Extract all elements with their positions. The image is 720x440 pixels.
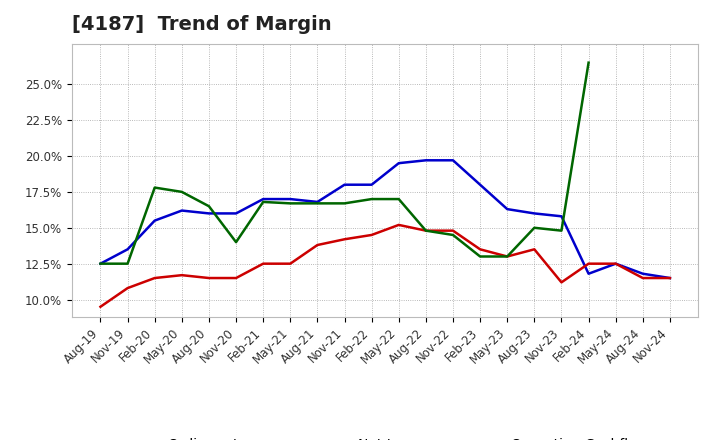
Operating Cashflow [476, 254, 485, 259]
Net Income [449, 228, 457, 233]
Ordinary Income [639, 271, 647, 276]
Ordinary Income [96, 261, 105, 266]
Ordinary Income [178, 208, 186, 213]
Ordinary Income [449, 158, 457, 163]
Line: Operating Cashflow: Operating Cashflow [101, 62, 588, 264]
Net Income [476, 247, 485, 252]
Net Income [530, 247, 539, 252]
Operating Cashflow [123, 261, 132, 266]
Net Income [367, 232, 376, 238]
Net Income [204, 275, 213, 281]
Operating Cashflow [341, 201, 349, 206]
Net Income [639, 275, 647, 281]
Operating Cashflow [178, 189, 186, 194]
Ordinary Income [476, 182, 485, 187]
Operating Cashflow [313, 201, 322, 206]
Operating Cashflow [367, 196, 376, 202]
Operating Cashflow [286, 201, 294, 206]
Ordinary Income [557, 214, 566, 219]
Ordinary Income [367, 182, 376, 187]
Operating Cashflow [557, 228, 566, 233]
Ordinary Income [313, 199, 322, 205]
Ordinary Income [259, 196, 268, 202]
Operating Cashflow [530, 225, 539, 231]
Ordinary Income [395, 161, 403, 166]
Net Income [313, 242, 322, 248]
Net Income [503, 254, 511, 259]
Ordinary Income [584, 271, 593, 276]
Line: Net Income: Net Income [101, 225, 670, 307]
Operating Cashflow [232, 239, 240, 245]
Net Income [259, 261, 268, 266]
Ordinary Income [150, 218, 159, 223]
Ordinary Income [204, 211, 213, 216]
Net Income [341, 237, 349, 242]
Operating Cashflow [204, 204, 213, 209]
Net Income [232, 275, 240, 281]
Ordinary Income [421, 158, 430, 163]
Net Income [557, 280, 566, 285]
Operating Cashflow [259, 199, 268, 205]
Ordinary Income [286, 196, 294, 202]
Operating Cashflow [503, 254, 511, 259]
Net Income [584, 261, 593, 266]
Ordinary Income [530, 211, 539, 216]
Net Income [178, 272, 186, 278]
Line: Ordinary Income: Ordinary Income [101, 160, 670, 278]
Operating Cashflow [150, 185, 159, 190]
Net Income [286, 261, 294, 266]
Text: [4187]  Trend of Margin: [4187] Trend of Margin [72, 15, 332, 34]
Operating Cashflow [449, 232, 457, 238]
Ordinary Income [341, 182, 349, 187]
Operating Cashflow [421, 228, 430, 233]
Net Income [665, 275, 674, 281]
Legend: Ordinary Income, Net Income, Operating Cashflow: Ordinary Income, Net Income, Operating C… [122, 438, 648, 440]
Net Income [96, 304, 105, 309]
Ordinary Income [611, 261, 620, 266]
Net Income [395, 222, 403, 227]
Net Income [611, 261, 620, 266]
Ordinary Income [232, 211, 240, 216]
Operating Cashflow [395, 196, 403, 202]
Net Income [150, 275, 159, 281]
Net Income [123, 286, 132, 291]
Ordinary Income [123, 247, 132, 252]
Ordinary Income [665, 275, 674, 281]
Ordinary Income [503, 206, 511, 212]
Operating Cashflow [96, 261, 105, 266]
Operating Cashflow [584, 60, 593, 65]
Net Income [421, 228, 430, 233]
